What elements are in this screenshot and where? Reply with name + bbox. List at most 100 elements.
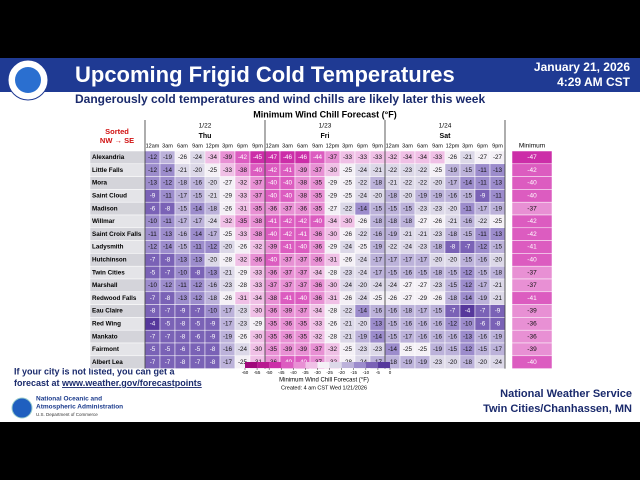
cell-value: -37	[298, 282, 308, 289]
cell-value: -20	[448, 359, 458, 366]
cell-value: -26	[448, 154, 458, 161]
cell-value: -24	[358, 256, 368, 263]
legend-swatch	[317, 362, 330, 368]
cell-value: -37	[313, 346, 323, 353]
cell-value: -14	[193, 231, 203, 238]
cell-value: -8	[180, 320, 186, 327]
cell-value: -5	[165, 346, 171, 353]
cell-value: -21	[223, 269, 233, 276]
cell-value: -26	[343, 256, 353, 263]
cell-value: -11	[163, 192, 172, 199]
time-label: 9pm	[492, 143, 503, 149]
cell-value: -18	[373, 180, 383, 187]
legend-tick-label: -20	[338, 370, 345, 375]
cell-value: -18	[388, 218, 398, 225]
cell-value: -27	[223, 180, 233, 187]
cell-value: -30	[253, 346, 263, 353]
date: January 21, 2026	[534, 60, 630, 74]
cell-value: -35	[268, 320, 278, 327]
cell-value: -23	[433, 231, 443, 238]
cell-value: -19	[358, 333, 368, 340]
cell-value: -8	[165, 295, 171, 302]
cell-value: -24	[358, 167, 368, 174]
cell-value: -21	[343, 333, 353, 340]
nws-logo-inner	[15, 67, 41, 93]
cell-value: -23	[418, 205, 428, 212]
cell-value: -13	[208, 269, 218, 276]
legend-swatch	[377, 362, 390, 368]
cell-value: -19	[433, 346, 443, 353]
cell-value: -34	[313, 308, 323, 315]
cell-value: -17	[193, 218, 203, 225]
cell-value: -35	[238, 218, 248, 225]
cell-value: -22	[358, 180, 368, 187]
legend-swatch	[257, 362, 270, 368]
minimum-value: -41	[527, 295, 537, 302]
minimum-value: -37	[527, 205, 537, 212]
cell-value: -12	[148, 154, 158, 161]
cell-value: -26	[238, 244, 248, 251]
link[interactable]: www.weather.gov/forecastpoints	[61, 378, 202, 388]
legend-tick-label: -55	[254, 370, 261, 375]
cell-value: -11	[193, 244, 202, 251]
city: Twin Cities	[92, 269, 125, 276]
city: Mankato	[92, 333, 118, 340]
cell-value: -34	[208, 154, 218, 161]
cell-value: -7	[195, 359, 201, 366]
cell-value: -36	[313, 256, 323, 263]
cell-value: -29	[253, 320, 263, 327]
cell-value: -20	[208, 180, 218, 187]
day-date: 1/22	[199, 123, 212, 130]
cell-value: -15	[463, 192, 473, 199]
cell-value: -27	[478, 154, 488, 161]
minimum-value: -40	[527, 193, 537, 200]
cell-value: -10	[178, 269, 188, 276]
time-label: 12am	[146, 143, 160, 149]
cell-value: -32	[238, 256, 248, 263]
cell-value: -22	[343, 205, 353, 212]
cell-value: -39	[223, 154, 233, 161]
cell-value: -8	[195, 269, 201, 276]
city: Red Wing	[92, 320, 121, 327]
city: Redwood Falls	[92, 295, 137, 302]
cell-value: -18	[433, 244, 443, 251]
cell-value: -33	[358, 154, 368, 161]
cell-value: -7	[150, 333, 156, 340]
cell-value: -23	[358, 346, 368, 353]
cell-value: -35	[313, 205, 323, 212]
cell-value: -47	[268, 154, 278, 161]
legend-tick-label: -40	[290, 370, 297, 375]
cell-value: -26	[433, 295, 443, 302]
legend-swatch	[329, 362, 342, 368]
cell-value: -19	[418, 359, 428, 366]
note-prefix: forecast at	[14, 378, 62, 388]
cell-value: -21	[178, 167, 188, 174]
time-label: 6pm	[357, 143, 368, 149]
legend-tick-label: -30	[314, 370, 321, 375]
cell-value: -29	[328, 192, 338, 199]
day-date: 1/23	[319, 123, 332, 130]
cell-value: -14	[193, 205, 203, 212]
cell-value: -21	[463, 154, 473, 161]
cell-value: -13	[178, 295, 188, 302]
cell-value: -36	[253, 256, 263, 263]
cell-value: -15	[388, 269, 398, 276]
cell-value: -25	[433, 167, 443, 174]
cell-value: -37	[283, 269, 293, 276]
cell-value: -23	[433, 359, 443, 366]
city: Saint Croix Falls	[92, 231, 142, 238]
cell-value: -9	[495, 308, 501, 315]
cell-value: -40	[283, 192, 293, 199]
cell-value: -14	[358, 308, 368, 315]
cell-value: -39	[298, 167, 308, 174]
cell-value: -22	[388, 244, 398, 251]
time-label: 6pm	[477, 143, 488, 149]
cell-value: -16	[373, 231, 383, 238]
cell-value: -20	[433, 256, 443, 263]
cell-value: -20	[223, 244, 233, 251]
time-label: 9am	[192, 143, 203, 149]
cell-value: -37	[253, 192, 263, 199]
cell-value: -11	[463, 205, 472, 212]
cell-value: -32	[253, 244, 263, 251]
cell-value: -40	[268, 192, 278, 199]
